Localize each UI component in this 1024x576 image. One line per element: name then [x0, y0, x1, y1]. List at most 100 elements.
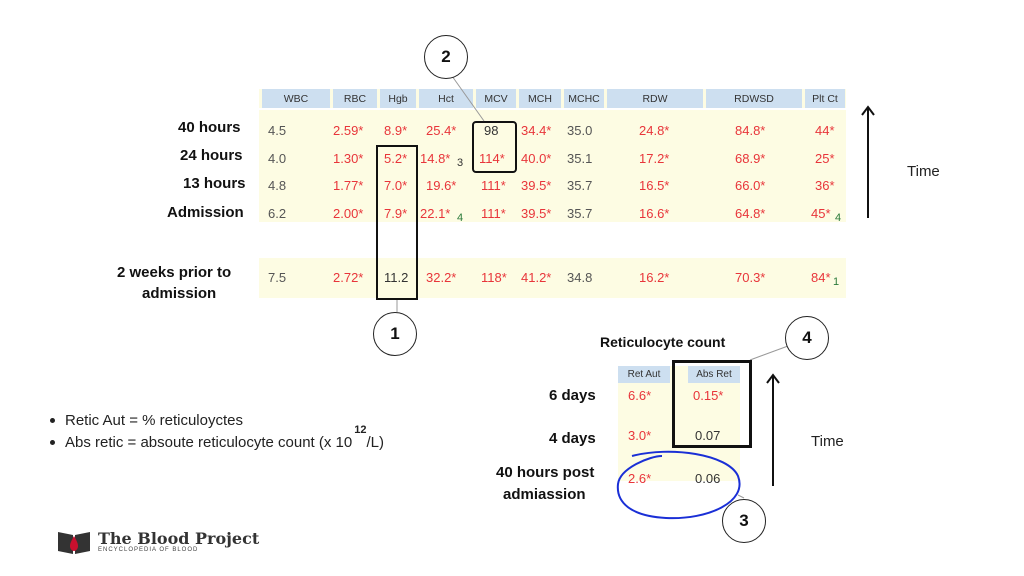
note-text-2-pre: Abs retic = absoute reticulocyte count (… [65, 433, 353, 451]
cell-prior-wbc: 7.5 [268, 270, 287, 285]
row-label-13h: 13 hours [183, 175, 246, 192]
note-text-2-exp: 12 [354, 424, 367, 436]
time-arrow-up-icon-2 [766, 373, 780, 486]
cell-adm-plt-sub: 4 [835, 212, 842, 224]
note-text-1: Retic Aut = % reticuloyctes [65, 411, 243, 429]
cell-adm-rbc: 2.00* [333, 206, 364, 221]
retic-row-label-40h-line1: 40 hours post [496, 464, 595, 481]
bullet-icon [50, 439, 55, 445]
book-drop-icon [58, 532, 90, 554]
note-text-2-post: /L) [366, 433, 384, 451]
header-mchc: MCHC [564, 89, 604, 108]
cell-40h-rbc: 2.59* [333, 123, 364, 138]
cell-adm-hct: 22.1* [420, 206, 451, 221]
cell-40h-hgb: 8.9* [384, 123, 408, 138]
header-mcv: MCV [476, 89, 516, 108]
lab-table-body-bg [259, 110, 846, 222]
cell-24h-rdw: 17.2* [639, 151, 670, 166]
cell-adm-mch: 39.5* [521, 206, 552, 221]
retic-row-label-6d: 6 days [549, 387, 596, 404]
cell-13h-plt: 36* [815, 178, 835, 193]
retic-header-abs-ret: Abs Ret [688, 366, 740, 383]
time-label-bottom: Time [811, 433, 844, 450]
cell-40h-rdwsd: 84.8* [735, 123, 766, 138]
logo-subtitle: ENCYCLOPEDIA OF BLOOD [98, 547, 199, 553]
cell-40h-plt: 44* [815, 123, 835, 138]
cell-13h-mcv: 111* [481, 178, 506, 193]
cell-24h-mch: 40.0* [521, 151, 552, 166]
cell-24h-hgb: 5.2* [384, 151, 408, 166]
cell-adm-wbc: 6.2 [268, 206, 287, 221]
time-arrow-up-icon [861, 105, 875, 218]
cell-24h-rdwsd: 68.9* [735, 151, 766, 166]
retic-40h-ret-aut: 2.6* [628, 471, 652, 486]
callout-1: 1 [373, 312, 417, 356]
retic-4d-ret-aut: 3.0* [628, 428, 652, 443]
cell-40h-wbc: 4.5 [268, 123, 287, 138]
retic-header-ret-aut: Ret Aut [618, 366, 670, 383]
header-rbc: RBC [333, 89, 377, 108]
cell-24h-plt: 25* [815, 151, 835, 166]
retic-row-label-4d: 4 days [549, 430, 596, 447]
row-label-40h: 40 hours [178, 119, 241, 136]
cell-adm-mchc: 35.7 [567, 206, 593, 221]
callout-4: 4 [785, 316, 829, 360]
cell-adm-hgb: 7.9* [384, 206, 408, 221]
bullet-icon [50, 417, 55, 423]
retic-title: Reticulocyte count [600, 334, 726, 350]
header-hgb: Hgb [380, 89, 416, 108]
header-rdw: RDW [607, 89, 703, 108]
cell-prior-plt: 84* [811, 270, 831, 285]
cell-24h-hct-sub: 3 [457, 157, 464, 169]
cell-13h-mchc: 35.7 [567, 178, 593, 193]
cell-prior-mchc: 34.8 [567, 270, 593, 285]
blood-project-logo: The Blood Project ENCYCLOPEDIA OF BLOOD [56, 528, 259, 556]
cell-13h-rdw: 16.5* [639, 178, 670, 193]
mcv-highlight-box [472, 121, 517, 173]
cell-prior-mcv: 118* [481, 270, 507, 285]
cell-24h-hct: 14.8* [420, 151, 451, 166]
header-mch: MCH [519, 89, 561, 108]
note-item-1: Retic Aut = % reticuloyctes [50, 409, 384, 431]
row-label-admission: Admission [167, 204, 244, 221]
cell-13h-rbc: 1.77* [333, 178, 364, 193]
cell-24h-mcv: 114* [479, 151, 505, 166]
cell-adm-hct-sub: 4 [457, 212, 464, 224]
retic-row-label-40h-line2: admiassion [503, 486, 586, 503]
cell-prior-rbc: 2.72* [333, 270, 364, 285]
header-plt: Plt Ct [805, 89, 845, 108]
cell-40h-rdw: 24.8* [639, 123, 670, 138]
time-label-top: Time [907, 163, 940, 180]
cell-adm-mcv: 111* [481, 206, 506, 221]
cell-adm-rdwsd: 64.8* [735, 206, 766, 221]
cell-prior-rdwsd: 70.3* [735, 270, 766, 285]
cell-prior-mch: 41.2* [521, 270, 552, 285]
cell-13h-mch: 39.5* [521, 178, 552, 193]
retic-6d-ret-aut: 6.6* [628, 388, 652, 403]
header-hct: Hct [419, 89, 473, 108]
retic-40h-abs-ret: 0.06 [695, 471, 721, 486]
row-label-prior-line1: 2 weeks prior to [117, 264, 232, 281]
retic-4d-abs-ret: 0.07 [695, 428, 721, 443]
cell-13h-rdwsd: 66.0* [735, 178, 766, 193]
note-item-2: Abs retic = absoute reticulocyte count (… [50, 424, 384, 453]
blue-highlight-circle [616, 450, 741, 520]
lab-table-prior-bg [259, 258, 846, 298]
logo-title: The Blood Project [98, 529, 260, 548]
cell-adm-plt: 45* [811, 206, 831, 221]
header-rdwsd: RDWSD [706, 89, 802, 108]
cell-40h-mcv: 98 [484, 123, 499, 138]
cell-24h-wbc: 4.0 [268, 151, 287, 166]
abs-ret-highlight-box [672, 360, 752, 448]
cell-24h-rbc: 1.30* [333, 151, 364, 166]
row-label-24h: 24 hours [180, 147, 243, 164]
callout-3: 3 [722, 499, 766, 543]
cell-13h-hct: 19.6* [426, 178, 457, 193]
retic-6d-abs-ret: 0.15* [693, 388, 724, 403]
hgb-highlight-box [376, 145, 418, 300]
row-label-prior-line2: admission [142, 285, 217, 302]
cell-13h-hgb: 7.0* [384, 178, 408, 193]
callout-2: 2 [424, 35, 468, 79]
header-wbc: WBC [262, 89, 330, 108]
